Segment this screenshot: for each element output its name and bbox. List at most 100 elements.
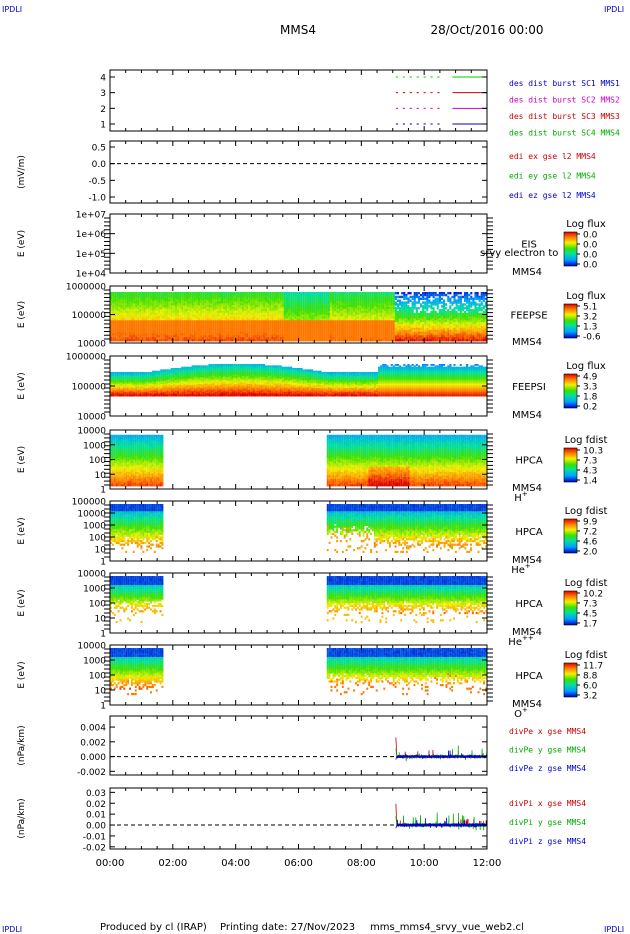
spectrogram-cell [415, 301, 418, 304]
spectrogram-cell [114, 320, 117, 323]
spectrogram-cell [124, 320, 127, 323]
spectrogram-cell [195, 299, 198, 302]
spectrogram-cell [195, 310, 198, 314]
instrument-label: EIS [521, 240, 537, 251]
spectrogram-cell [149, 320, 152, 323]
spectrogram-cell [179, 320, 182, 323]
spectrogram-cell [193, 307, 196, 310]
spectrogram-cell [428, 305, 431, 308]
spectrogram-cell [124, 310, 127, 314]
spectrogram-cell [187, 320, 190, 323]
spectrogram-cell [193, 295, 196, 299]
spectrogram-cell [118, 322, 121, 325]
spectrogram-cell [466, 308, 469, 312]
spectrogram-cell [177, 312, 180, 316]
spectrogram-cell [158, 305, 161, 308]
spectrogram-cell [166, 324, 169, 327]
spectrogram-cell [181, 333, 184, 336]
spectrogram-cell [451, 295, 454, 299]
spectrogram-cell [174, 325, 178, 329]
spectrogram-cell [160, 325, 163, 329]
spectrogram-cell [191, 308, 194, 312]
spectrogram-cell [133, 312, 136, 316]
spectrogram-cell [195, 314, 198, 317]
spectrogram-cell [197, 322, 201, 325]
spectrogram-cell [143, 324, 146, 327]
spectrogram-cell [185, 299, 188, 302]
spectrogram-cell [130, 292, 134, 295]
spectrogram-cell [130, 293, 134, 297]
panel-frame [109, 69, 488, 132]
spectrogram-cell [120, 324, 123, 327]
spectrogram-cell [443, 339, 446, 342]
spectrogram-cell [118, 297, 121, 301]
spectrogram-cell [137, 316, 140, 319]
spectrogram-cell [200, 322, 203, 325]
spectrogram-cell [181, 335, 184, 338]
spectrogram-cell [112, 316, 115, 319]
spectrogram-cell [177, 307, 180, 310]
spectrogram-cell [447, 299, 450, 302]
spectrogram-cell [457, 301, 460, 304]
spectrogram-cell [428, 339, 431, 342]
spectrogram-cell [126, 316, 129, 319]
spectrogram-cell [428, 295, 431, 299]
spectrogram-cell [137, 327, 140, 331]
legend-entry: edi ey gse l2 MMS4 [509, 171, 596, 180]
spectrogram-cell [162, 297, 165, 301]
spectrogram-cell [482, 339, 485, 342]
spectrogram-cell [419, 293, 423, 297]
spectrogram-cell [185, 324, 188, 327]
spectrogram-cell [130, 320, 134, 323]
spectrogram-cell [476, 297, 479, 301]
spectrogram-cell [181, 320, 184, 323]
spectrogram-cell [135, 324, 138, 327]
spectrogram-cell [156, 322, 159, 325]
spectrogram-cell [153, 327, 157, 331]
spectrogram-cell [187, 333, 190, 336]
spectrogram-cell [156, 329, 159, 333]
spectrogram-cell [200, 307, 203, 310]
spectrogram-cell [193, 324, 196, 327]
spectrogram-cell [430, 307, 433, 310]
spectrogram-cell [189, 318, 192, 321]
spectrogram-cell [244, 339, 247, 342]
spectrogram-cell [478, 299, 481, 302]
y-tick-label: 1e+05 [76, 250, 106, 260]
spectrogram-cell [187, 322, 190, 325]
spectrogram-cell [323, 339, 326, 342]
spectrogram-cell [187, 307, 190, 310]
spectrogram-cell [304, 339, 307, 342]
spectrogram-cell [382, 339, 385, 342]
spectrogram-cell [145, 318, 148, 321]
spectrogram-cell [162, 320, 165, 323]
spectrogram-cell [162, 318, 165, 321]
corner-label-bottom-left: IPDLI [2, 925, 22, 934]
spectrogram-cell [112, 310, 115, 314]
spectrogram-cell [130, 308, 134, 312]
spectrogram-cell [181, 292, 184, 295]
spectrogram-cell [158, 301, 161, 304]
spectrogram-cell [183, 310, 186, 314]
spectrogram-cell [200, 320, 203, 323]
spectrogram-cell [200, 297, 203, 301]
spectrogram-cell [162, 312, 165, 316]
spectrogram-cell [112, 318, 115, 321]
spectrogram-cell [407, 301, 410, 304]
spectrogram-cell [340, 339, 343, 342]
spectrogram-cell [170, 305, 173, 308]
spectrogram-cell [110, 293, 113, 297]
spectrogram-cell [177, 339, 180, 342]
spectrogram-cell [292, 339, 295, 342]
spectrogram-cell [147, 316, 150, 319]
spectrogram-cell [174, 303, 178, 306]
spectrogram-cell [191, 335, 194, 338]
spectrogram-cell [147, 308, 150, 312]
spectrogram-cell [177, 310, 180, 314]
spectrogram-cell [166, 337, 169, 340]
spectrogram-cell [183, 293, 186, 297]
spectrogram-cell [273, 339, 276, 342]
spectrogram-cell [166, 320, 169, 323]
